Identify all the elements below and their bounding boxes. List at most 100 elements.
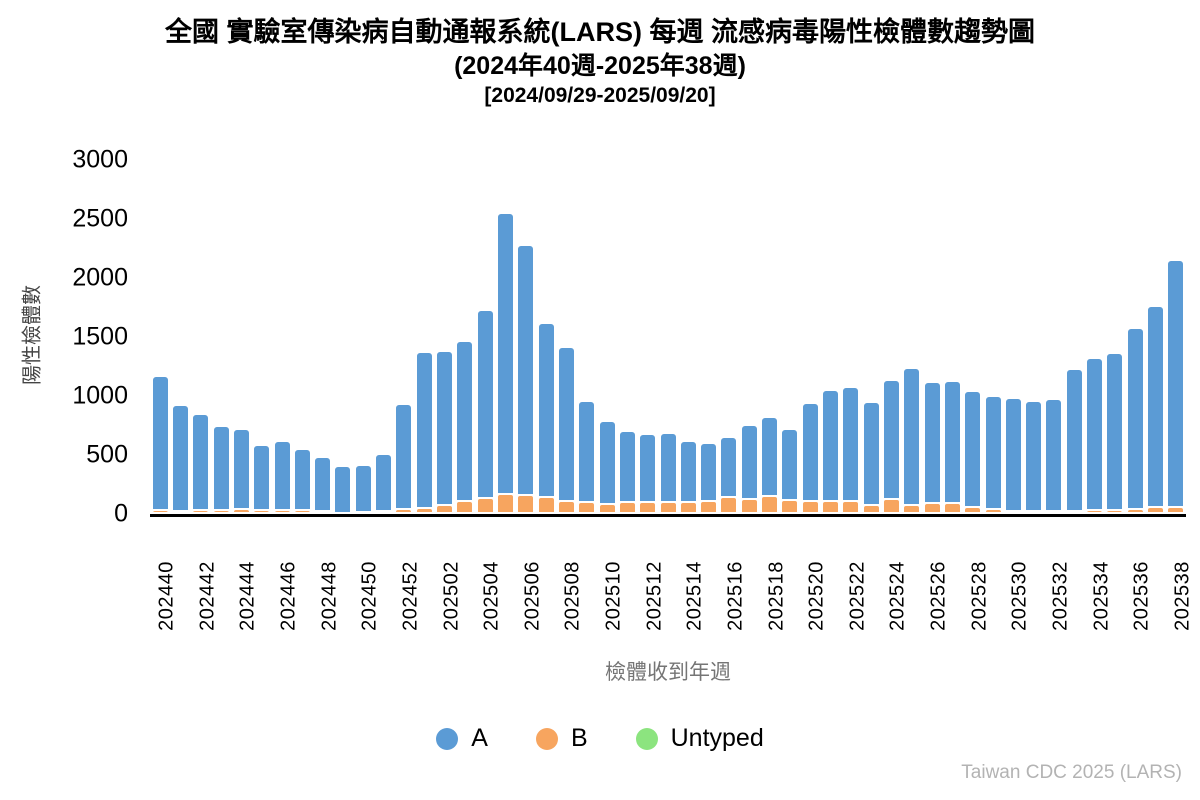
bar-202536-b[interactable] — [1126, 508, 1144, 514]
bar-202444-a[interactable] — [232, 429, 250, 509]
bar-202442-a[interactable] — [192, 413, 210, 510]
bar-202509-a[interactable] — [578, 400, 596, 503]
bar-202448-b[interactable] — [314, 510, 332, 514]
bar-202503-b[interactable] — [456, 501, 474, 514]
bar-202534-a[interactable] — [1086, 357, 1104, 510]
bar-202502-a[interactable] — [436, 350, 454, 505]
bar-202524-b[interactable] — [882, 499, 900, 514]
bar-202522-b[interactable] — [842, 500, 860, 514]
x-tick-label-202506: 202506 — [521, 561, 544, 631]
bar-202535-a[interactable] — [1106, 353, 1124, 510]
bar-202516-a[interactable] — [720, 437, 738, 497]
bar-202519-a[interactable] — [781, 428, 799, 500]
bar-202537-a[interactable] — [1147, 305, 1165, 508]
bar-202527-a[interactable] — [943, 380, 961, 504]
bar-202501-b[interactable] — [415, 507, 433, 514]
bar-202514-b[interactable] — [679, 501, 697, 514]
bar-202528-a[interactable] — [964, 391, 982, 507]
bar-202515-b[interactable] — [700, 500, 718, 514]
bar-202505-b[interactable] — [496, 494, 514, 514]
x-tick-label-202446: 202446 — [277, 561, 300, 631]
bar-202527-b[interactable] — [943, 503, 961, 514]
bar-202517-a[interactable] — [740, 424, 758, 500]
bar-202506-b[interactable] — [517, 494, 535, 514]
bar-202441-a[interactable] — [171, 405, 189, 511]
bar-202513-a[interactable] — [659, 432, 677, 502]
bar-202529-a[interactable] — [984, 396, 1002, 509]
bar-202510-a[interactable] — [598, 421, 616, 505]
bar-202521-b[interactable] — [822, 500, 839, 514]
bar-202443-a[interactable] — [212, 426, 230, 510]
bar-202522-a[interactable] — [842, 386, 860, 501]
bar-202450-a[interactable] — [354, 464, 372, 513]
bar-202507-a[interactable] — [537, 323, 555, 497]
bar-202519-b[interactable] — [781, 499, 799, 514]
bar-202538-b[interactable] — [1167, 507, 1185, 514]
bar-202517-b[interactable] — [740, 499, 758, 514]
bar-202508-b[interactable] — [557, 500, 575, 514]
bar-202516-b[interactable] — [720, 497, 738, 514]
bar-202523-b[interactable] — [862, 505, 880, 514]
bar-202518-b[interactable] — [761, 495, 779, 514]
bar-202528-b[interactable] — [964, 506, 982, 514]
bar-202503-a[interactable] — [456, 341, 474, 502]
bar-202529-b[interactable] — [984, 508, 1002, 514]
bar-202508-a[interactable] — [557, 346, 575, 501]
bar-202515-a[interactable] — [700, 442, 718, 501]
bar-202506-a[interactable] — [517, 244, 535, 495]
y-tick-label-500: 500 — [86, 440, 128, 469]
bar-202509-b[interactable] — [578, 502, 596, 514]
x-tick-label-202514: 202514 — [683, 561, 706, 631]
bar-202525-a[interactable] — [903, 367, 921, 505]
bar-202510-b[interactable] — [598, 504, 616, 514]
bar-202452-a[interactable] — [395, 403, 413, 510]
bar-202444-b[interactable] — [232, 508, 250, 514]
bar-202530-a[interactable] — [1004, 398, 1022, 511]
bar-202441-b[interactable] — [171, 510, 189, 514]
legend-item-b[interactable]: B — [535, 724, 588, 753]
bar-202452-b[interactable] — [395, 509, 413, 514]
bar-202445-a[interactable] — [253, 444, 271, 510]
bar-202448-a[interactable] — [314, 457, 332, 511]
bar-202518-a[interactable] — [761, 417, 779, 496]
bar-202507-b[interactable] — [537, 497, 555, 514]
bar-202511-b[interactable] — [618, 502, 636, 514]
bar-202520-a[interactable] — [801, 402, 819, 501]
bar-202504-b[interactable] — [476, 498, 494, 514]
bar-202501-a[interactable] — [415, 352, 433, 508]
bar-202531-a[interactable] — [1025, 400, 1043, 511]
bar-202447-a[interactable] — [293, 449, 311, 510]
bar-202445-b[interactable] — [253, 509, 271, 514]
bar-202449-a[interactable] — [334, 465, 352, 513]
bar-202446-b[interactable] — [273, 510, 291, 514]
bar-202511-a[interactable] — [618, 431, 636, 503]
bar-202513-b[interactable] — [659, 501, 677, 514]
x-tick-label-202534: 202534 — [1090, 561, 1113, 631]
bar-202440-a[interactable] — [151, 375, 169, 510]
bar-202504-a[interactable] — [476, 310, 494, 499]
bar-202520-b[interactable] — [801, 500, 819, 514]
x-tick-label-202442: 202442 — [196, 561, 219, 631]
legend-item-untyped[interactable]: Untyped — [635, 724, 764, 753]
bar-202521-a[interactable] — [822, 390, 839, 501]
bar-202526-b[interactable] — [923, 503, 941, 514]
legend-label-a: A — [471, 724, 488, 752]
bar-202526-a[interactable] — [923, 381, 941, 504]
bar-202446-a[interactable] — [273, 440, 291, 511]
bar-202536-a[interactable] — [1126, 327, 1144, 509]
bar-202537-b[interactable] — [1147, 507, 1165, 514]
bar-202524-a[interactable] — [882, 379, 900, 500]
bar-202512-a[interactable] — [639, 433, 657, 502]
bar-202532-a[interactable] — [1045, 398, 1063, 511]
bar-202538-a[interactable] — [1167, 260, 1185, 508]
bar-202514-a[interactable] — [679, 441, 697, 502]
bar-202505-a[interactable] — [496, 213, 514, 495]
bar-202525-b[interactable] — [903, 504, 921, 514]
bar-202523-a[interactable] — [862, 402, 880, 506]
legend-item-a[interactable]: A — [436, 724, 488, 753]
bar-202512-b[interactable] — [639, 501, 657, 514]
bar-202451-a[interactable] — [375, 453, 393, 511]
bar-202502-b[interactable] — [436, 504, 454, 514]
bar-202533-a[interactable] — [1065, 368, 1083, 511]
x-tick-label-202524: 202524 — [886, 561, 909, 631]
